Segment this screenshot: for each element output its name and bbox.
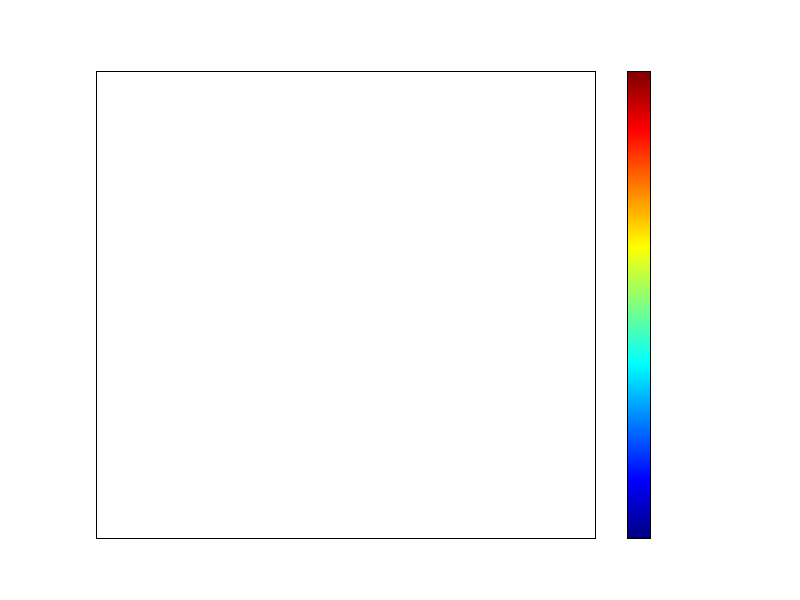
colorbar-gradient [628,72,650,538]
scatter-density-canvas [97,72,595,538]
plot-area [96,71,596,539]
colorbar [627,71,651,539]
